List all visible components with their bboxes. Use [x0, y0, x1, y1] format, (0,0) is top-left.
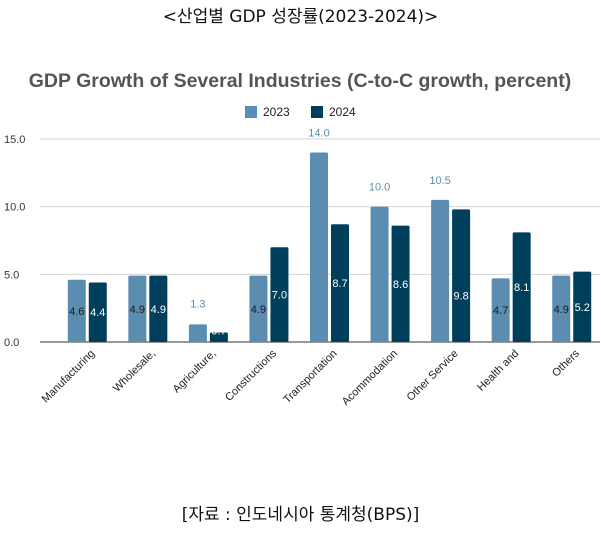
bar-2023-7 — [431, 199, 450, 342]
chart-title: GDP Growth of Several Industries (C-to-C… — [29, 70, 571, 92]
data-label-2023-3: 1.3 — [190, 298, 205, 310]
data-label-2024-5: 8.7 — [332, 278, 347, 290]
data-label-2023-4: 4.9 — [251, 304, 266, 316]
data-label-2023-8: 4.7 — [493, 305, 508, 317]
data-label-2024-6: 8.6 — [393, 279, 408, 291]
data-label-2023-9: 4.9 — [554, 304, 569, 316]
bar-2023-4 — [249, 275, 268, 342]
data-label-2024-1: 4.4 — [90, 307, 105, 319]
x-category-label: Wholesale, — [111, 348, 158, 395]
data-label-2024-3: 0.7 — [211, 326, 226, 338]
bar-2024-5 — [331, 224, 349, 342]
bar-2024-9 — [573, 271, 592, 342]
bar-2023-8 — [491, 278, 510, 342]
bar-2023-1 — [67, 279, 86, 342]
bar-2023-9 — [552, 275, 571, 342]
data-label-2023-7: 10.5 — [429, 175, 450, 187]
chart-data-labels: 4.6 4.4 4.9 4.9 1.3 0.7 4.9 7.0 14.0 8.7 10.0 8.6 10… — [69, 128, 590, 338]
bar-2023-5 — [310, 152, 328, 342]
data-label-2023-5: 14.0 — [308, 128, 329, 140]
x-category-label: Others — [550, 347, 582, 379]
data-label-2024-4: 7.0 — [272, 290, 287, 302]
legend-label-2023: 2023 — [263, 105, 290, 119]
legend-swatch-2024 — [311, 106, 323, 118]
data-label-2023-6: 10.0 — [369, 182, 390, 194]
x-category-label: Health and — [475, 348, 521, 394]
y-tick-label: 10.0 — [4, 202, 25, 214]
bar-2024-8 — [512, 232, 531, 342]
y-tick-label: 0.0 — [4, 337, 19, 349]
x-category-label: Acommodation — [340, 348, 400, 408]
bar-2024-1 — [88, 282, 107, 342]
x-category-label: Constructions — [223, 347, 279, 403]
y-tick-label: 5.0 — [4, 269, 19, 281]
bar-2023-2 — [128, 275, 147, 342]
x-category-label: Manufacturing — [40, 348, 98, 406]
source-note: [자료 : 인도네시아 통계청(BPS)] — [181, 505, 420, 525]
bar-2024-7 — [452, 209, 471, 342]
y-axis-ticks: 0.0 5.0 10.0 15.0 — [4, 134, 25, 349]
data-label-2023-2: 4.9 — [130, 304, 145, 316]
page-header-title: <산업별 GDP 성장률(2023-2024)> — [162, 7, 439, 27]
bar-2023-6 — [370, 206, 389, 342]
bar-2024-6 — [391, 225, 410, 342]
x-category-label: Other Service — [405, 348, 461, 404]
data-label-2024-8: 8.1 — [514, 282, 529, 294]
chart-bars — [67, 152, 592, 342]
x-category-label: Agriculture, — [171, 348, 219, 396]
bar-2024-4 — [270, 247, 289, 342]
data-label-2024-9: 5.2 — [575, 302, 590, 314]
data-label-2023-1: 4.6 — [69, 306, 84, 318]
x-axis-labels: Manufacturing Wholesale, Agriculture, Const… — [40, 347, 583, 408]
chart-legend: 2023 2024 — [245, 105, 356, 119]
bar-2024-2 — [149, 275, 168, 342]
x-category-label: Transportation — [281, 348, 339, 406]
legend-swatch-2023 — [245, 106, 257, 118]
legend-label-2024: 2024 — [329, 105, 356, 119]
data-label-2024-7: 9.8 — [453, 291, 468, 303]
bar-2024-3 — [209, 332, 228, 342]
bar-2023-3 — [188, 324, 207, 342]
data-label-2024-2: 4.9 — [151, 304, 166, 316]
y-tick-label: 15.0 — [4, 134, 25, 146]
